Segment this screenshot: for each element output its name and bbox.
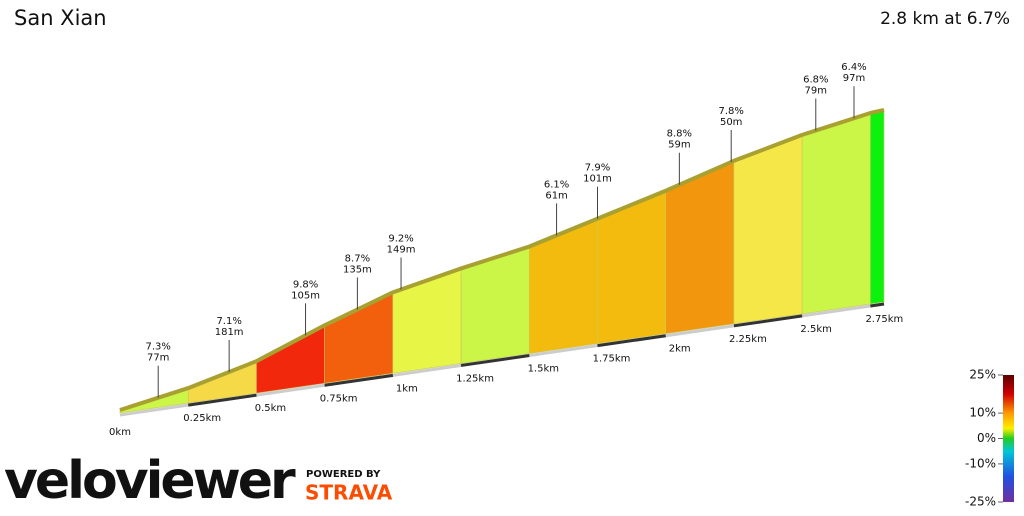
tick-band — [460, 354, 530, 367]
profile-segment — [528, 218, 598, 354]
annotation-grade: 6.8% — [803, 75, 828, 86]
annotation-grade: 6.1% — [544, 179, 569, 190]
x-tick-label: 1.25km — [456, 373, 494, 384]
strava: STRAVA — [305, 481, 393, 505]
colorbar-label: 0% — [977, 431, 996, 445]
annotation-length: 79m — [805, 86, 827, 97]
annotation-length: 97m — [843, 73, 865, 84]
annotation-length: 105m — [291, 290, 320, 301]
annotation-length: 77m — [147, 353, 169, 364]
x-tick-label: 1km — [396, 383, 418, 394]
profile: 0km 0.25km 0.5km 0.75km 1km 1.25km 1.5km 1.75km… — [109, 62, 903, 438]
x-tick-label: 0.75km — [320, 393, 358, 404]
annotation-grade: 7.3% — [145, 342, 170, 353]
annotation-grade: 8.7% — [345, 253, 370, 264]
chart-subtitle: 2.8 km at 6.7% — [880, 9, 1010, 29]
annotation-length: 101m — [583, 174, 612, 185]
chart-title: San Xian — [14, 6, 107, 30]
annotation-grade: 7.8% — [718, 106, 743, 117]
x-tick-label: 2km — [669, 344, 691, 355]
x-tick-label: 2.75km — [865, 314, 903, 325]
x-tick-label: 0.25km — [183, 413, 221, 424]
brand-name: veloviewer — [4, 451, 296, 511]
annotation-grade: 7.9% — [585, 163, 610, 174]
annotation-length: 149m — [387, 244, 416, 255]
annotation-length: 61m — [545, 190, 567, 201]
x-tick-label: 1.5km — [528, 364, 559, 375]
annotation-grade: 7.1% — [216, 316, 241, 327]
annotation-length: 181m — [215, 327, 244, 338]
x-tick-label: 2.25km — [729, 334, 767, 345]
annotation-length: 135m — [343, 264, 372, 275]
x-tick-label: 1.75km — [593, 354, 631, 365]
annotation-grade: 9.2% — [388, 233, 413, 244]
tick-band — [597, 334, 666, 348]
profile-segment — [733, 134, 803, 325]
colorbar — [1003, 375, 1014, 502]
profile-segment — [801, 112, 871, 315]
x-tick-label: 0km — [109, 427, 131, 438]
profile-segment — [324, 291, 394, 384]
profile-segment — [870, 109, 885, 305]
profile-segment — [256, 324, 325, 394]
colorbar-label: -25% — [965, 495, 996, 509]
annotation-grade: 8.8% — [667, 129, 692, 140]
x-tick-label: 0.5km — [255, 403, 286, 414]
colorbar-label: -10% — [965, 456, 996, 470]
colorbar-label: 25% — [969, 368, 996, 382]
powered-by: POWERED BY — [306, 469, 381, 480]
annotation-grade: 9.8% — [293, 279, 318, 290]
profile-top — [119, 108, 885, 412]
tick-band — [324, 373, 394, 387]
profile-segment — [392, 268, 462, 374]
colorbar-label: 10% — [969, 406, 996, 420]
annotation-length: 50m — [720, 117, 742, 128]
annotation-grade: 6.4% — [841, 62, 866, 73]
x-tick-label: 2.5km — [800, 324, 831, 335]
tick-band — [187, 393, 257, 407]
tick-band — [733, 314, 803, 328]
annotation-length: 59m — [668, 140, 690, 151]
tick-band — [870, 302, 885, 308]
